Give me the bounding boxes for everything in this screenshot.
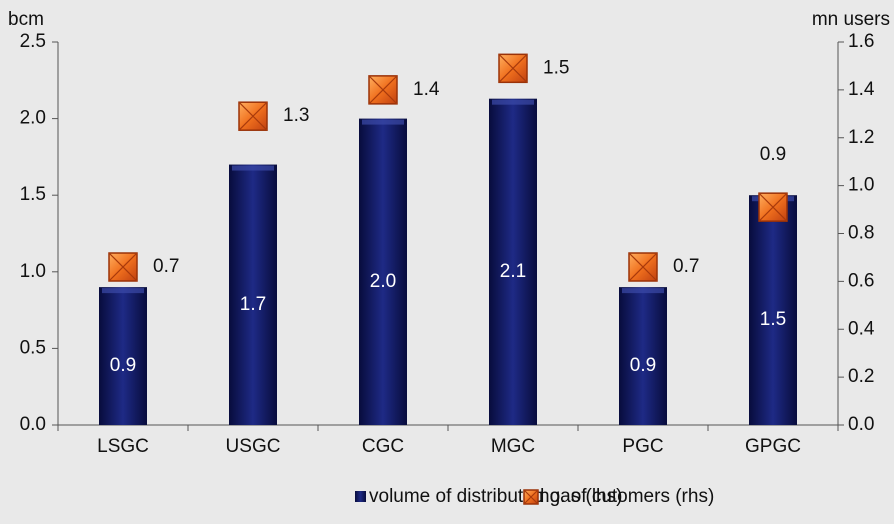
bar-value-label: 1.5 [760, 309, 786, 330]
marker [238, 101, 268, 131]
y2-tick-label: 1.0 [848, 175, 874, 196]
marker [498, 53, 528, 84]
y-axis-label: bcm [8, 9, 44, 30]
y2-tick-label: 1.6 [848, 31, 874, 52]
marker [628, 252, 658, 282]
y2-axis-label: mn users [812, 9, 890, 30]
bar [619, 287, 667, 425]
x-tick-label: USGC [226, 436, 281, 457]
y2-tick-label: 0.2 [848, 366, 874, 387]
bar [359, 118, 407, 425]
marker-cross [628, 252, 658, 282]
y-tick-label: 0.5 [20, 337, 46, 358]
marker-value-label: 1.5 [543, 57, 569, 78]
marker-cross [498, 53, 528, 83]
marker-value-label: 0.7 [673, 256, 699, 277]
marker-value-label: 0.7 [153, 256, 179, 277]
x-tick-label: PGC [622, 436, 663, 457]
bar-cap [232, 165, 274, 171]
legend-label: no. of cutomers (rhs) [539, 486, 714, 507]
bar-value-label: 0.9 [630, 355, 656, 376]
marker-cross [758, 192, 788, 222]
y2-tick-label: 1.2 [848, 127, 874, 148]
y2-tick-label: 0.4 [848, 318, 875, 339]
bar-cap [622, 288, 664, 294]
marker-cross [108, 252, 138, 282]
x-tick-label: GPGC [745, 436, 801, 457]
marker [758, 192, 788, 222]
legend-swatch [355, 491, 366, 502]
x-tick-label: MGC [491, 436, 535, 457]
bar [99, 287, 147, 425]
marker-cross [368, 75, 398, 105]
y2-tick-label: 1.4 [848, 79, 875, 100]
bar-value-label: 0.9 [110, 355, 136, 376]
bar [229, 164, 277, 425]
x-tick-label: CGC [362, 436, 404, 457]
y-tick-label: 0.0 [20, 414, 46, 435]
y-tick-label: 1.0 [20, 261, 46, 282]
x-tick-label: LSGC [97, 436, 149, 457]
bar-cap [102, 288, 144, 294]
marker-cross [238, 101, 268, 131]
marker-cross [523, 489, 539, 505]
y-tick-label: 2.0 [20, 108, 46, 129]
marker-value-label: 0.9 [760, 144, 786, 165]
bar-value-label: 2.1 [500, 261, 526, 282]
bar [749, 195, 797, 425]
y-tick-label: 2.5 [20, 31, 46, 52]
legend-label: volume of distributed gas (lhs) [369, 486, 622, 507]
y2-tick-label: 0.6 [848, 270, 874, 291]
marker-value-label: 1.3 [283, 105, 309, 126]
bar-cap [362, 119, 404, 125]
marker [368, 75, 398, 105]
bar [489, 98, 537, 426]
bar-value-label: 2.0 [370, 271, 396, 292]
y2-tick-label: 0.0 [848, 414, 874, 435]
bar-value-label: 1.7 [240, 294, 266, 315]
y-tick-label: 1.5 [20, 184, 46, 205]
marker-value-label: 1.4 [413, 79, 440, 100]
bar-cap [492, 99, 534, 105]
marker [108, 252, 138, 282]
legend-swatch [523, 489, 539, 505]
y2-tick-label: 0.8 [848, 223, 874, 244]
